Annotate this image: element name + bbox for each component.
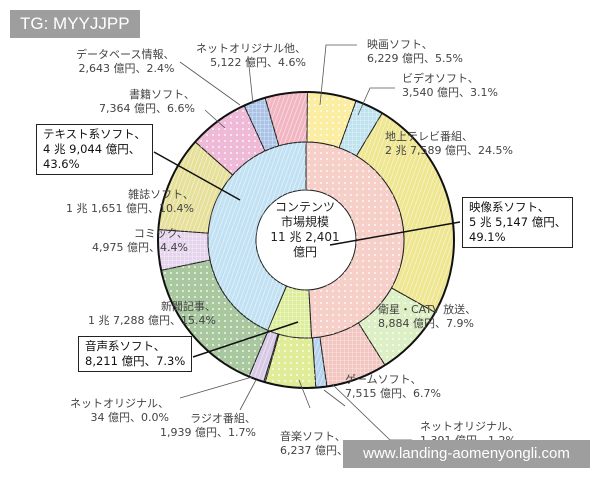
label-video: ビデオソフト、 3,540 億円、3.1% — [402, 72, 498, 99]
outer-slice-pattern-13 — [244, 97, 279, 151]
outer-slice-pattern-2 — [356, 113, 454, 313]
label-video-software: 映像系ソフト、 5 兆 5,147 億円、 49.1% — [462, 197, 574, 248]
leader-line — [204, 109, 226, 129]
label-newspaper: 新聞記事、 1 兆 7,288 億円、15.4% — [88, 300, 216, 327]
label-audio-software: 音声系ソフト、 8,211 億円、7.3% — [78, 336, 193, 372]
leader-line — [298, 379, 311, 409]
leader-line — [179, 376, 253, 399]
leader-line — [319, 44, 357, 106]
center-label: コンテンツ 市場規模 11 兆 2,401 億円 — [255, 200, 355, 260]
label-books: 書籍ソフト、 7,364 億円、6.6% — [99, 88, 195, 115]
label-movie: 映画ソフト、 6,229 億円、5.5% — [367, 38, 463, 65]
label-database: データベース情報、 2,643 億円、2.4% — [76, 48, 175, 75]
label-comic: コミック、 4,975 億円、4.4% — [92, 227, 188, 254]
watermark-site: www.landing-aomenyongli.com — [343, 440, 590, 468]
label-net-original-other: ネットオリジナル他、 5,122 億円、4.6% — [196, 42, 306, 69]
center-line: 億円 — [292, 245, 317, 259]
inner-slice-pattern-2 — [208, 142, 306, 331]
leader-line — [153, 151, 241, 201]
outer-slice-pattern-11 — [158, 141, 233, 234]
outer-slice-pattern-0 — [306, 92, 357, 148]
outer-ring-border — [157, 91, 455, 389]
label-magazine: 雑誌ソフト、 1 兆 1,651 億円、10.4% — [66, 188, 194, 215]
leader-line — [329, 221, 461, 246]
outer-slice-pattern-6 — [265, 334, 316, 389]
center-line: 市場規模 — [280, 215, 329, 229]
leader-line — [247, 55, 254, 105]
leader-line — [357, 87, 395, 116]
inner-slice-pattern-0 — [306, 142, 404, 338]
label-satellite-catv: 衛星・CATV 放送、 8,884 億円、7.9% — [378, 303, 477, 330]
leader-line — [192, 321, 299, 358]
outer-slice-pattern-1 — [339, 100, 383, 156]
label-game: ゲームソフト、 7,515 億円、6.7% — [345, 373, 441, 400]
outer-slice-pattern-14 — [265, 92, 308, 146]
watermark-tg: TG: MYYJJPP — [10, 10, 140, 38]
outer-slice-pattern-9 — [161, 260, 269, 377]
label-net-original-audio: ネットオリジナル、 34 億円、0.0% — [70, 397, 169, 424]
leader-line — [239, 379, 257, 411]
outer-slice-pattern-12 — [195, 105, 266, 176]
label-text-software: テキスト系ソフト、 4 兆 9,044 億円、 43.6% — [36, 124, 153, 175]
inner-slice-pattern-1 — [267, 286, 312, 338]
label-terrestrial-tv: 地上テレビ番組、 2 兆 7,589 億円、24.5% — [385, 130, 513, 157]
center-line: コンテンツ — [274, 200, 335, 214]
leader-line — [323, 389, 346, 407]
center-line: 11 兆 2,401 — [270, 230, 340, 244]
outer-slice-pattern-10 — [158, 229, 211, 271]
outer-slice-pattern-4 — [319, 322, 385, 387]
outer-slice-pattern-8 — [248, 330, 279, 382]
outer-slice-pattern-5 — [312, 337, 327, 388]
label-radio: ラジオ番組、 1,939 億円、1.7% — [160, 412, 256, 439]
leader-line — [179, 61, 241, 106]
